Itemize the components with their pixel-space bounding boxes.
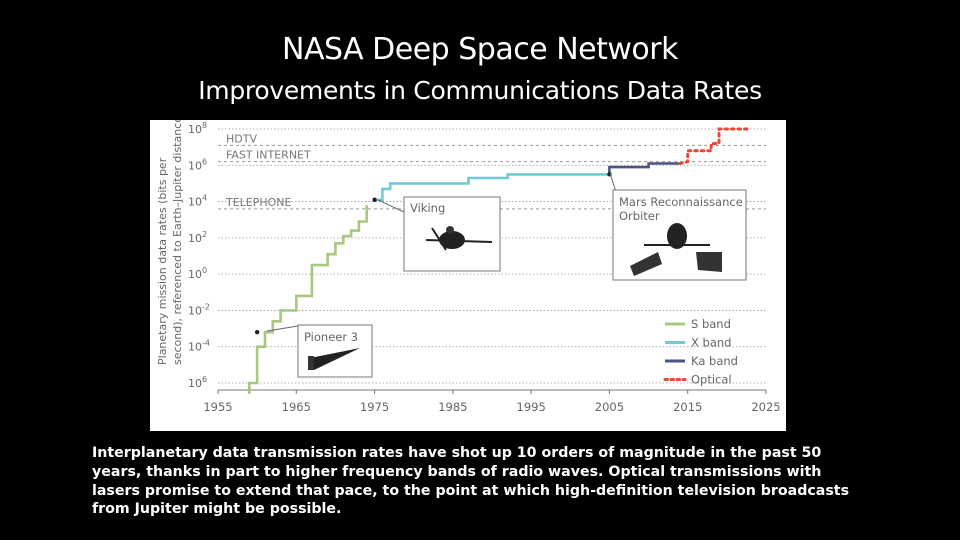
legend-label: Ka band xyxy=(691,354,738,368)
y-axis-label-line2: second), referenced to Earth–Jupiter dis… xyxy=(171,120,184,365)
y-tick-label: 106 xyxy=(188,157,207,172)
data-rate-chart: 108 106 104 102 100 10-2 10-4 106 1955 1965 1975 19… xyxy=(150,116,786,431)
grid-group: 108 106 104 102 100 10-2 10-4 106 1955 1965 1975 19… xyxy=(188,121,781,414)
mro-callout: Mars Reconnaissance Orbiter xyxy=(609,172,747,281)
mro-label-line1: Mars Reconnaissance xyxy=(619,195,743,209)
y-tick-label: 102 xyxy=(188,230,207,245)
slide-subtitle: Improvements in Communications Data Rate… xyxy=(198,76,762,105)
series-line-s-band xyxy=(248,205,368,394)
mro-spacecraft-icon xyxy=(630,223,722,276)
y-tick-label: 108 xyxy=(188,121,207,136)
x-tick-label: 1975 xyxy=(360,400,389,414)
viking-spacecraft-icon xyxy=(425,226,493,251)
legend-label: X band xyxy=(691,336,731,350)
y-tick-label: 104 xyxy=(188,194,207,209)
y-tick-label: 106 xyxy=(188,375,207,390)
slide-title: NASA Deep Space Network xyxy=(282,32,678,67)
y-axis-label-line1: Planetary mission data rates (bits per xyxy=(156,157,169,365)
reference-lines: HDTV FAST INTERNET TELEPHONE xyxy=(218,132,766,210)
legend-label: S band xyxy=(691,317,731,331)
chart-canvas: 108 106 104 102 100 10-2 10-4 106 1955 1965 1975 19… xyxy=(156,116,781,414)
y-tick-label: 100 xyxy=(188,266,207,281)
mro-label-line2: Orbiter xyxy=(619,209,660,223)
pioneer-spacecraft-icon xyxy=(308,348,360,370)
series-group xyxy=(248,127,752,394)
pioneer-label: Pioneer 3 xyxy=(304,330,358,344)
x-tick-label: 2015 xyxy=(673,400,702,414)
x-tick-label: 1995 xyxy=(517,400,546,414)
annotation-marker xyxy=(254,330,260,335)
viking-label: Viking xyxy=(410,201,445,215)
y-tick-label: 10-4 xyxy=(188,339,210,354)
series-line-x-band xyxy=(374,173,610,202)
legend-label: Optical xyxy=(691,373,732,387)
reference-line-label: HDTV xyxy=(226,132,257,145)
x-tick-label: 2005 xyxy=(595,400,624,414)
x-tick-label: 1965 xyxy=(282,400,311,414)
y-tick-label: 10-2 xyxy=(188,302,210,317)
viking-callout: Viking xyxy=(377,196,501,272)
reference-line-label: FAST INTERNET xyxy=(226,149,311,162)
legend: S band X band Ka band Optical xyxy=(663,317,738,387)
x-tick-label: 2025 xyxy=(751,400,780,414)
reference-line-label: TELEPHONE xyxy=(225,196,292,209)
x-tick-label: 1985 xyxy=(438,400,467,414)
slide-caption: Interplanetary data transmission rates h… xyxy=(92,445,850,518)
series-line-optical xyxy=(678,127,752,165)
pioneer-callout: Pioneer 3 xyxy=(266,324,373,378)
x-tick-label: 1955 xyxy=(203,400,232,414)
series-line-ka-band xyxy=(608,162,680,175)
annotation-marker xyxy=(372,197,377,202)
annotations-group: Viking Mars Reconnaissance Orbiter xyxy=(266,172,747,378)
